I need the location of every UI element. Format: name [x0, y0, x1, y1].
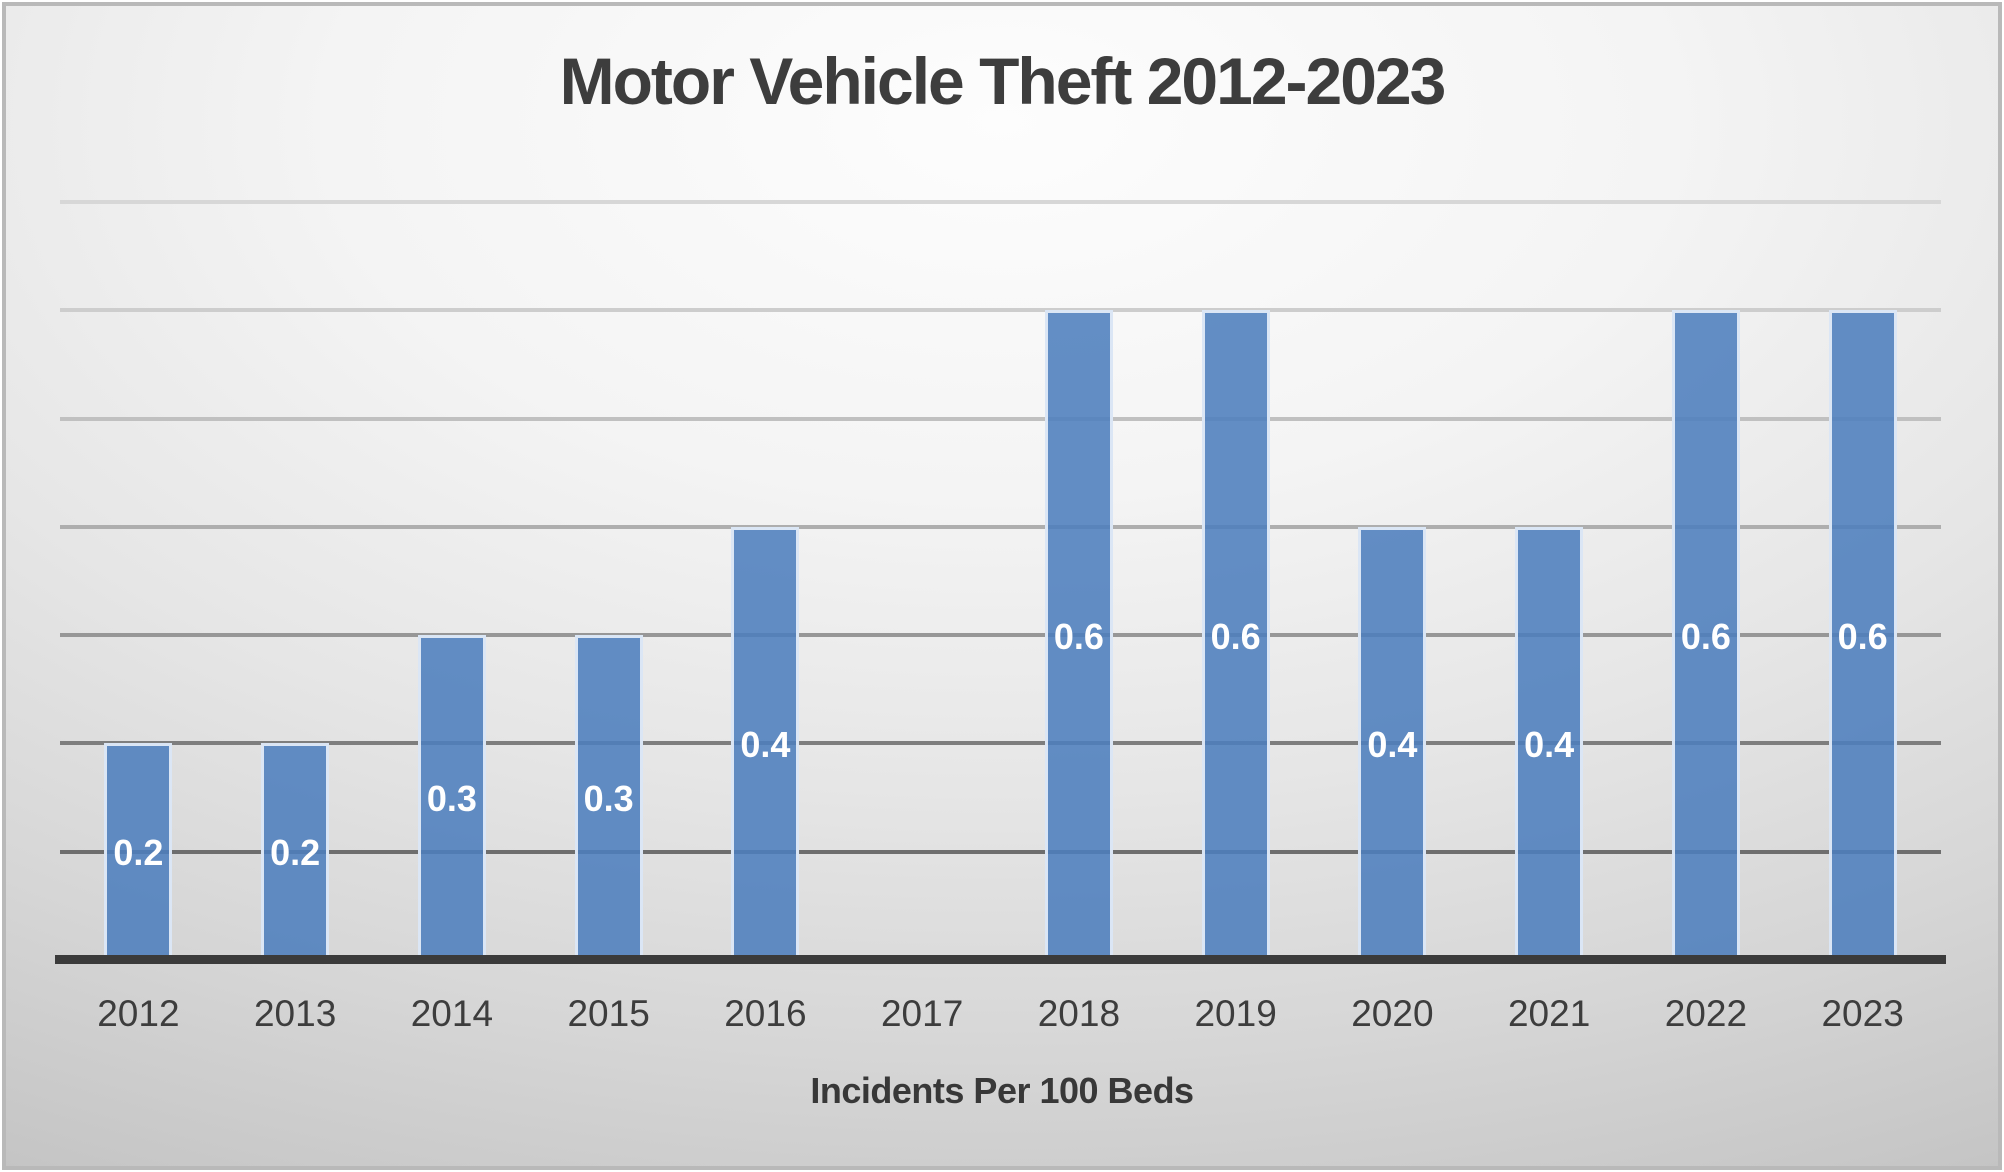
bar-2015: 0.3 [574, 635, 643, 960]
bar-2019: 0.6 [1201, 310, 1270, 960]
x-axis-label-2012: 2012 [97, 993, 180, 1034]
x-axis-label-2020: 2020 [1351, 993, 1434, 1034]
x-axis-label-2016: 2016 [724, 993, 807, 1034]
gridlines [60, 200, 1941, 960]
bar-value-label-2020: 0.4 [1367, 724, 1418, 765]
bar-slot-2019: 0.6 [1157, 202, 1314, 960]
bar-2012: 0.2 [104, 743, 173, 960]
x-axis-title: Incidents Per 100 Beds [810, 1070, 1194, 1111]
gridline-0.3 [60, 633, 1941, 637]
bar-slot-2022: 0.6 [1628, 202, 1785, 960]
chart-canvas: Motor Vehicle Theft 2012-2023 0.2 0.2 0.3 0… [6, 6, 1998, 1166]
bar-slot-2021: 0.4 [1471, 202, 1628, 960]
bar-2023: 0.6 [1828, 310, 1897, 960]
x-axis-label-2022: 2022 [1664, 993, 1748, 1034]
gridline-0.5 [60, 417, 1941, 421]
gridline-0.7 [60, 200, 1941, 204]
gridline-0.1 [60, 850, 1941, 854]
plot-area: 0.2 0.2 0.3 0.3 0.4 0.6 0.6 0.4 0.4 0.6 0.6 [55, 200, 1946, 964]
bar-value-label-2013: 0.2 [270, 832, 321, 873]
bar-value-label-2018: 0.6 [1053, 615, 1104, 657]
x-axis-label-2019: 2019 [1194, 993, 1277, 1034]
x-axis-label-2021: 2021 [1507, 993, 1591, 1034]
bar-slot-2014: 0.3 [374, 202, 531, 960]
x-axis-label-2015: 2015 [567, 993, 650, 1034]
bars-row: 0.2 0.2 0.3 0.3 0.4 0.6 0.6 0.4 0.4 0.6 0.6 [60, 202, 1941, 960]
bar-value-label-2022: 0.6 [1680, 615, 1731, 657]
bar-2013: 0.2 [261, 743, 330, 960]
bar-2016: 0.4 [731, 527, 800, 960]
bar-2022: 0.6 [1671, 310, 1740, 960]
bar-2018: 0.6 [1044, 310, 1113, 960]
x-axis-labels: 2012 2013 2014 2015 2016 2017 2018 2019 2020 2021… [60, 988, 1941, 1040]
bar-2020: 0.4 [1358, 527, 1427, 960]
gridline-0.2 [60, 741, 1941, 745]
bar-slot-2020: 0.4 [1314, 202, 1471, 960]
bar-value-label-2012: 0.2 [113, 832, 164, 873]
bar-slot-2023: 0.6 [1784, 202, 1941, 960]
bar-value-label-2014: 0.3 [426, 778, 477, 819]
bar-slot-2018: 0.6 [1001, 202, 1158, 960]
x-axis-line [55, 955, 1946, 964]
x-axis-label-2014: 2014 [410, 993, 494, 1034]
bar-value-label-2016: 0.4 [740, 724, 791, 765]
bar-2021: 0.4 [1515, 527, 1584, 960]
bar-slot-2015: 0.3 [530, 202, 687, 960]
bar-slot-2013: 0.2 [217, 202, 374, 960]
bar-value-label-2019: 0.6 [1210, 615, 1261, 657]
gridline-0.4 [60, 525, 1941, 529]
bar-value-label-2021: 0.4 [1524, 724, 1575, 765]
bar-value-label-2023: 0.6 [1837, 615, 1888, 657]
bar-value-label-2015: 0.3 [583, 778, 634, 819]
gridline-0.6 [60, 308, 1941, 312]
bar-slot-2012: 0.2 [60, 202, 217, 960]
x-axis-label-2018: 2018 [1037, 993, 1121, 1034]
bar-2014: 0.3 [417, 635, 486, 960]
x-axis-label-2017: 2017 [880, 993, 964, 1034]
bar-slot-2016: 0.4 [687, 202, 844, 960]
chart-title: Motor Vehicle Theft 2012-2023 [559, 44, 1447, 118]
bar-slot-2017 [844, 202, 1001, 960]
x-axis-label-2013: 2013 [253, 993, 337, 1034]
x-axis-label-2023: 2023 [1821, 993, 1904, 1034]
